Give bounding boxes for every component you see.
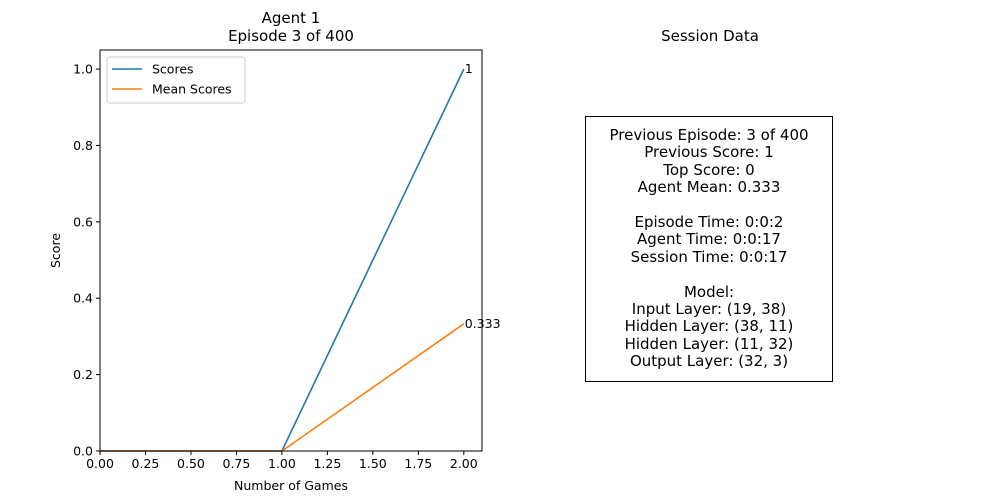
info-spacer [586,197,832,214]
x-tick-label: 0.50 [177,456,205,471]
series-line-1 [100,323,465,452]
legend-entry-0: Scores [152,62,194,77]
y-tick-label: 0.4 [73,291,93,306]
info-line: Hidden Layer: (11, 32) [624,334,794,353]
x-tick-label: 1.50 [359,456,387,471]
info-line: Model: [683,282,735,301]
y-tick-label: 1.0 [73,62,93,77]
series-end-label-1: 0.333 [465,316,501,331]
info-line: Session Time: 0:0:17 [630,247,788,266]
info-line: Agent Mean: 0.333 [637,178,781,197]
x-tick-label: 0.00 [86,456,114,471]
session-data-title: Session Data [661,27,759,45]
x-tick-label: 1.75 [404,456,432,471]
x-tick-label: 2.00 [450,456,478,471]
info-line: Agent Time: 0:0:17 [637,230,781,249]
session-info-box: Previous Episode: 3 of 400 Previous Score… [585,116,833,382]
info-line: Top Score: 0 [663,160,755,179]
info-line: Input Layer: (19, 38) [631,300,787,319]
x-tick-label: 1.00 [268,456,296,471]
x-axis-label: Number of Games [234,478,348,493]
info-line: Hidden Layer: (38, 11) [624,317,794,336]
x-tick-label: 1.25 [313,456,341,471]
y-tick-label: 0.6 [73,214,93,229]
y-tick-label: 0.0 [73,444,93,459]
series-end-label-0: 1 [465,61,473,76]
y-tick-label: 0.8 [73,138,93,153]
y-axis-label: Score [48,233,63,268]
x-tick-label: 0.25 [132,456,160,471]
info-line: Output Layer: (32, 3) [629,352,789,371]
x-tick-label: 0.75 [223,456,251,471]
y-tick-label: 0.2 [73,367,93,382]
chart-title: Agent 1 [261,9,321,27]
info-line: Episode Time: 0:0:2 [634,213,784,232]
series-line-0 [100,68,465,452]
info-line: Previous Score: 1 [644,143,774,162]
info-line: Previous Episode: 3 of 400 [609,126,809,144]
info-spacer [586,266,832,283]
chart-subtitle: Episode 3 of 400 [228,27,354,45]
legend-entry-1: Mean Scores [152,82,232,97]
plot-frame [99,49,483,452]
